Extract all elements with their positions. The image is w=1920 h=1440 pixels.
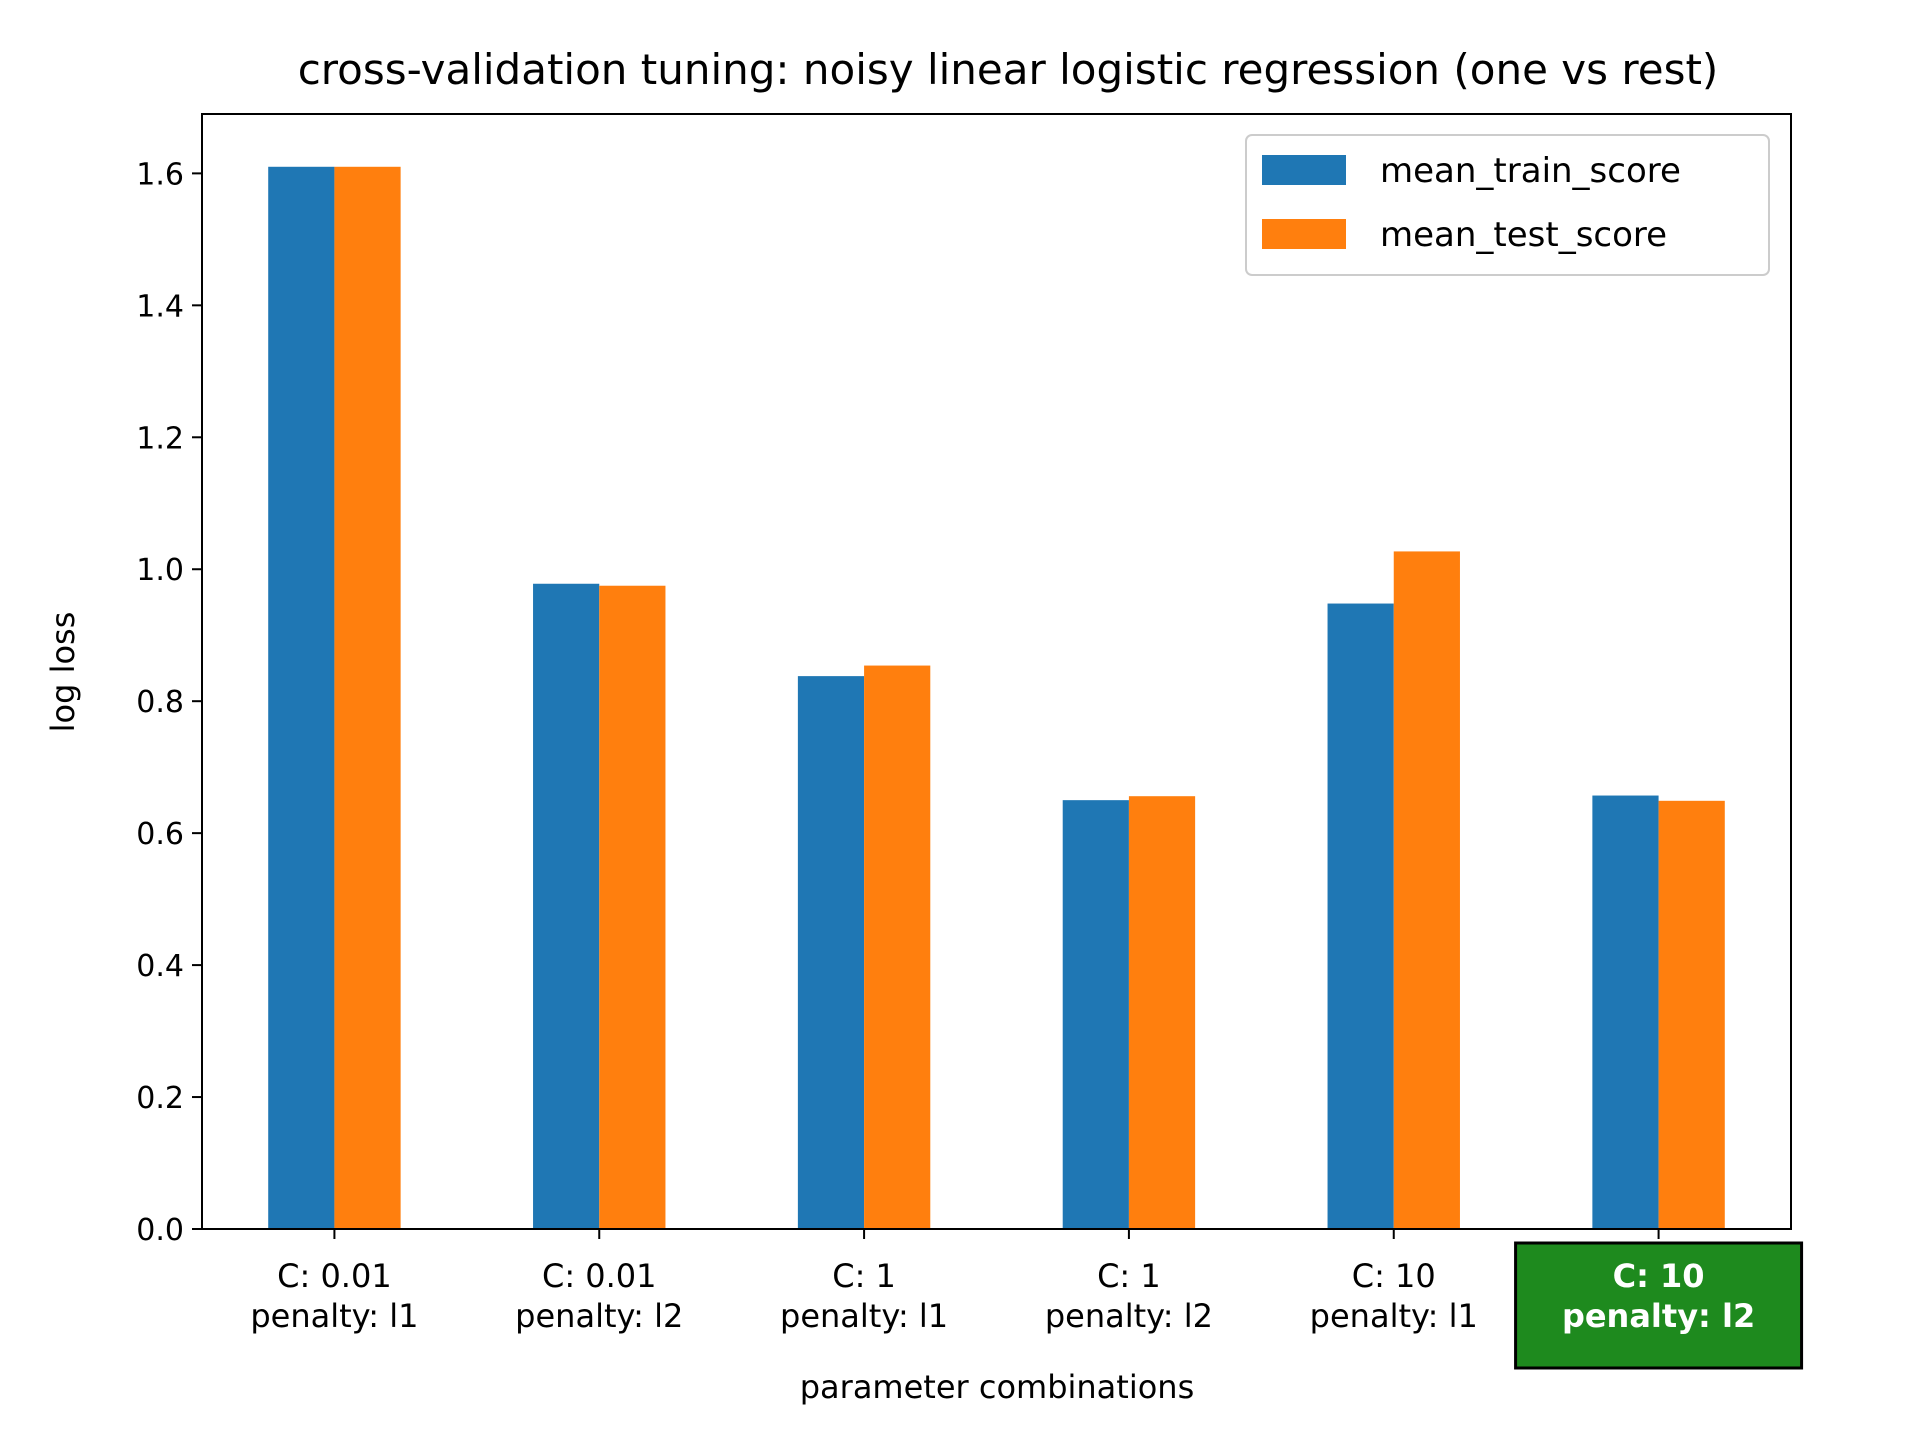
bar-mean_test_score-2 <box>864 665 931 1229</box>
x-axis-label: parameter combinations <box>800 1368 1195 1406</box>
y-tick-label: 0.4 <box>136 949 184 984</box>
y-tick-label: 0.0 <box>136 1213 184 1248</box>
bar-mean_train_score-2 <box>797 676 865 1229</box>
x-tick-label-line2: penalty: l1 <box>250 1297 418 1335</box>
y-tick-label: 1.6 <box>136 157 184 192</box>
y-tick-label: 1.2 <box>136 421 184 456</box>
x-tick-label-line1: C: 1 <box>832 1257 896 1295</box>
bar-mean_train_score-1 <box>533 583 600 1229</box>
x-tick-label-line2: penalty: l2 <box>1045 1297 1213 1335</box>
legend-swatch-train <box>1262 155 1346 185</box>
x-tick-label-line2: penalty: l2 <box>1562 1297 1755 1335</box>
y-axis: 0.0 0.2 0.4 0.6 0.8 1.0 1.2 1.4 1.6 <box>136 157 202 1248</box>
x-tick-label-line2: penalty: l1 <box>1310 1297 1478 1335</box>
y-tick-label: 0.8 <box>136 685 184 720</box>
y-tick-label: 1.0 <box>136 553 184 588</box>
y-tick-label: 1.4 <box>136 289 184 324</box>
bar-mean_train_score-5 <box>1592 795 1659 1229</box>
x-tick-label-line2: penalty: l2 <box>515 1297 683 1335</box>
bar-mean_test_score-3 <box>1128 796 1196 1229</box>
y-tick-label: 0.6 <box>136 817 184 852</box>
best-params-highlight <box>1514 1241 1804 1370</box>
y-tick-label: 0.2 <box>136 1081 184 1116</box>
bar-mean_test_score-5 <box>1658 800 1725 1229</box>
bar-mean_test_score-0 <box>334 166 401 1230</box>
x-tick-label-line1: C: 10 <box>1613 1257 1705 1295</box>
bar-mean_train_score-0 <box>268 166 335 1230</box>
legend-label-train: mean_train_score <box>1380 151 1681 191</box>
legend: mean_train_score mean_test_score <box>1245 134 1770 276</box>
y-axis-label: log loss <box>44 612 82 733</box>
x-tick-label-line1: C: 10 <box>1352 1257 1436 1295</box>
bar-mean_test_score-1 <box>599 585 666 1229</box>
legend-box <box>1245 134 1770 276</box>
x-tick-label-line2: penalty: l1 <box>780 1297 948 1335</box>
bars <box>268 166 1725 1230</box>
x-tick-label-line1: C: 0.01 <box>277 1257 392 1295</box>
bar-mean_train_score-3 <box>1062 800 1129 1229</box>
legend-label-test: mean_test_score <box>1380 215 1667 255</box>
legend-swatch-test <box>1262 219 1346 249</box>
plot-frame <box>201 113 1792 1230</box>
x-tick-label-line1: C: 0.01 <box>542 1257 657 1295</box>
bar-mean_train_score-4 <box>1327 603 1394 1229</box>
x-tick-label-line1: C: 1 <box>1097 1257 1161 1295</box>
chart-title: cross-validation tuning: noisy linear lo… <box>298 45 1719 94</box>
bar-mean_test_score-4 <box>1393 551 1460 1229</box>
